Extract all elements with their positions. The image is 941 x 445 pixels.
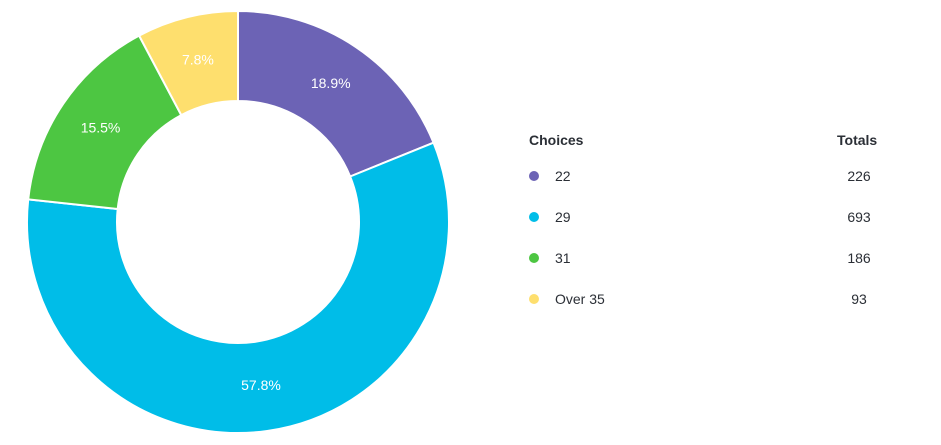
legend-row-29[interactable]: 29 693 bbox=[529, 199, 889, 240]
choices-header: Choices bbox=[529, 132, 584, 148]
donut-slice-over-35[interactable] bbox=[137, 9, 239, 117]
slice-percent-label: 7.8% bbox=[182, 52, 214, 68]
slice-percent-label: 15.5% bbox=[81, 120, 121, 136]
slice-percent-label: 57.8% bbox=[241, 377, 281, 393]
legend-total-value: 93 bbox=[851, 291, 867, 307]
legend-row-22[interactable]: 22 226 bbox=[529, 158, 889, 199]
legend-dot bbox=[529, 212, 539, 222]
legend-choice-label: 31 bbox=[555, 250, 571, 266]
legend-total-value: 226 bbox=[847, 168, 871, 184]
legend-total-value: 693 bbox=[847, 209, 871, 225]
donut-slices bbox=[26, 9, 450, 434]
donut-chart: 18.9% 57.8% 15.5% 7.8% bbox=[26, 9, 450, 434]
legend-total-value: 186 bbox=[847, 250, 871, 266]
legend-dot bbox=[529, 294, 539, 304]
legend-header: Choices Totals bbox=[529, 128, 889, 152]
legend-choice-label: 29 bbox=[555, 209, 571, 225]
donut-slice-31[interactable] bbox=[27, 34, 183, 211]
donut-slice-29[interactable] bbox=[26, 141, 450, 434]
legend-dot bbox=[529, 171, 539, 181]
legend-choice-label: 22 bbox=[555, 168, 571, 184]
legend-row-over-35[interactable]: Over 35 93 bbox=[529, 281, 889, 322]
totals-header: Totals bbox=[837, 132, 878, 148]
slice-percent-label: 18.9% bbox=[311, 75, 351, 91]
donut-slice-22[interactable] bbox=[237, 9, 435, 178]
slice-labels: 18.9% 57.8% 15.5% 7.8% bbox=[81, 52, 351, 393]
legend-choice-label: Over 35 bbox=[555, 291, 605, 307]
legend-dot bbox=[529, 253, 539, 263]
legend-table: Choices Totals 22 226 29 693 31 186 Over… bbox=[529, 128, 889, 322]
legend-row-31[interactable]: 31 186 bbox=[529, 240, 889, 281]
